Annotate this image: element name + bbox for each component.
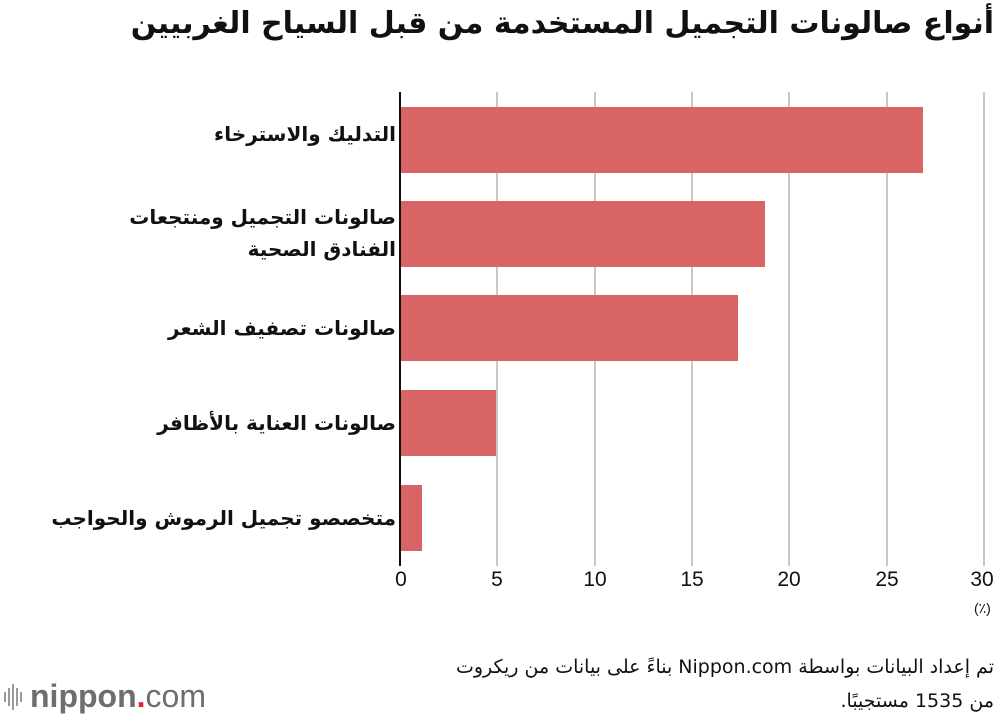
category-label: صالونات تصفيف الشعر bbox=[168, 316, 396, 340]
x-axis-unit: (٪) bbox=[974, 600, 991, 616]
source-note-line: من 1535 مستجيبًا. bbox=[840, 690, 994, 712]
bar bbox=[401, 107, 923, 173]
gridline bbox=[788, 92, 790, 566]
x-tick: 15 bbox=[680, 568, 704, 591]
logo-tld: com bbox=[145, 678, 206, 714]
category-label: التدليك والاسترخاء bbox=[214, 122, 396, 146]
chart-title: أنواع صالونات التجميل المستخدمة من قبل ا… bbox=[130, 6, 995, 41]
bar bbox=[401, 390, 497, 456]
category-label-line: صالونات التجميل ومنتجعات bbox=[129, 205, 396, 229]
plot-area bbox=[399, 92, 985, 566]
nippon-logo: nippon. com bbox=[4, 678, 206, 715]
bar bbox=[401, 295, 738, 361]
y-axis-line bbox=[399, 92, 401, 566]
bar bbox=[401, 485, 423, 551]
x-tick: 20 bbox=[777, 568, 801, 591]
x-tick: 25 bbox=[875, 568, 899, 591]
category-label: متخصصو تجميل الرموش والحواجب bbox=[51, 506, 396, 530]
logo-brand: nippon bbox=[30, 678, 137, 714]
x-tick: 30 bbox=[970, 568, 994, 591]
source-note-line: تم إعداد البيانات بواسطة Nippon.com بناء… bbox=[455, 656, 994, 678]
gridline bbox=[886, 92, 888, 566]
x-tick: 0 bbox=[395, 568, 407, 591]
category-label-line: الفنادق الصحية bbox=[247, 237, 396, 261]
x-tick: 10 bbox=[583, 568, 607, 591]
bar bbox=[401, 201, 766, 267]
x-tick: 5 bbox=[491, 568, 503, 591]
source-note: تم إعداد البيانات بواسطة Nippon.com بناء… bbox=[314, 650, 994, 718]
logo-dot: . bbox=[136, 678, 146, 714]
gridline bbox=[983, 92, 985, 566]
category-label: صالونات العناية بالأظافر bbox=[157, 411, 396, 435]
category-label: صالونات التجميل ومنتجعات الفنادق الصحية bbox=[0, 201, 396, 265]
sound-wave-icon bbox=[4, 683, 22, 710]
